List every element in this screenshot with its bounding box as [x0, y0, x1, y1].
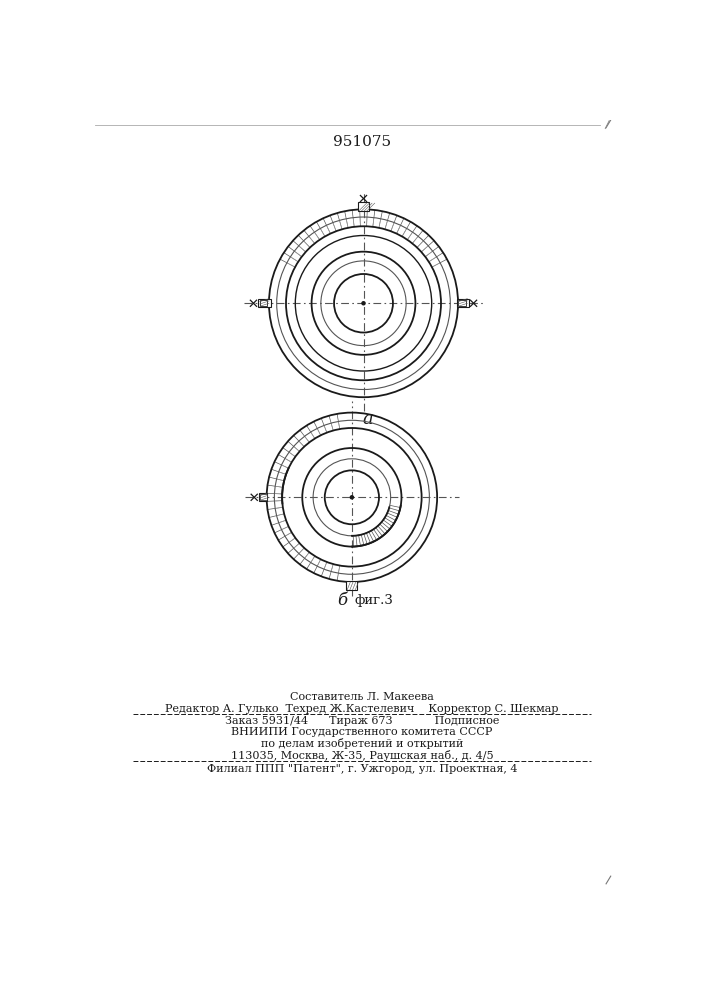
Circle shape [362, 302, 365, 305]
Text: 951075: 951075 [333, 135, 391, 149]
Text: Редактор А. Гулько  Техред Ж.Кастелевич    Корректор С. Шекмар: Редактор А. Гулько Техред Ж.Кастелевич К… [165, 704, 559, 714]
Bar [457, 299, 469, 307]
Bar [259, 300, 267, 306]
Text: 113035, Москва, Ж-35, Раушская наб., д. 4/5: 113035, Москва, Ж-35, Раушская наб., д. … [230, 750, 493, 761]
Bar [358, 202, 369, 211]
Text: ВНИИПИ Государственного комитета СССР: ВНИИПИ Государственного комитета СССР [231, 727, 493, 737]
Bar [458, 300, 466, 306]
Text: Заказ 5931/44      Тираж 673            Подписное: Заказ 5931/44 Тираж 673 Подписное [225, 716, 499, 726]
Circle shape [351, 496, 354, 499]
Text: a: a [362, 410, 373, 428]
Bar [259, 494, 267, 500]
Bar [259, 493, 267, 501]
Text: фиг.3: фиг.3 [354, 594, 393, 607]
Text: Филиал ППП "Патент", г. Ужгород, ул. Проектная, 4: Филиал ППП "Патент", г. Ужгород, ул. Про… [206, 764, 518, 774]
Text: по делам изобретений и открытий: по делам изобретений и открытий [261, 738, 463, 749]
Bar [346, 581, 357, 590]
Bar [258, 299, 271, 307]
Text: Составитель Л. Макеева: Составитель Л. Макеева [290, 692, 434, 702]
Text: б: б [337, 592, 348, 609]
